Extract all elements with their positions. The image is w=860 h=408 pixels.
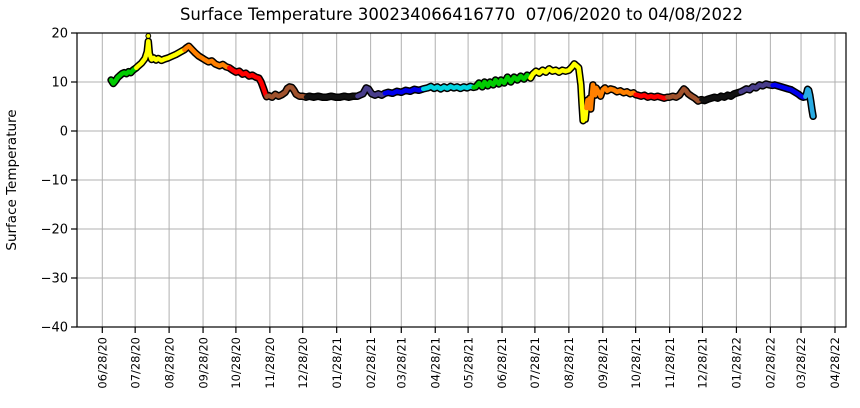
series-segment-feb-2022-purple [738,81,775,95]
x-tick-label: 10/28/20 [229,337,243,389]
x-tick-label: 10/28/21 [629,337,643,389]
x-tick-label: 03/28/21 [394,337,408,389]
y-tick-label: −20 [41,223,68,238]
x-tick-label: 09/28/20 [196,337,210,389]
series-outline [107,37,817,125]
x-tick-label: 01/28/22 [730,337,744,389]
y-tick-label: 20 [51,27,68,42]
series-segment-apr-2022-cyan [803,87,816,119]
series-segment-jan-2022-black [699,89,744,103]
x-tick-label: 12/28/20 [296,337,310,389]
series-segment-sep-2020-orange [182,43,232,71]
x-tick-label: 02/28/22 [764,337,778,389]
y-tick-label: 0 [60,125,68,140]
x-tick-label: 04/28/21 [428,337,442,389]
series-segment-mar-2021-blue [382,86,426,96]
series-segment-nov-2021-red [633,92,670,101]
series-segment-jun-2021-green [471,72,533,90]
x-tick-label: 06/28/21 [495,337,509,389]
x-tick-label: 01/28/21 [330,337,344,389]
x-tick-label: 03/28/22 [794,337,808,389]
x-tick-label: 08/28/20 [162,337,176,389]
x-tick-label: 06/28/20 [96,337,110,389]
x-tick-label: 11/28/20 [263,337,277,389]
x-tick-label: 09/28/21 [596,337,610,389]
y-tick-label: 10 [51,76,68,91]
series-segment-dec-2020-brown [264,84,309,100]
series-segment-jan-2021-black [303,93,360,100]
x-tick-label: 02/28/21 [364,337,378,389]
series-segment-aug-2020-yellow [134,39,187,71]
x-tick-label: 07/28/20 [128,337,142,389]
x-tick-label: 08/28/21 [562,337,576,389]
series-segment-oct-2020-red [227,65,269,99]
x-tick-label: 04/28/22 [828,337,842,389]
series-segment-sep-2021-orange [584,82,638,112]
x-tick-label: 12/28/21 [696,337,710,389]
chart-title: Surface Temperature 300234066416770 07/0… [179,5,744,24]
y-tick-label: −10 [41,174,68,189]
outlier-point [145,33,152,39]
series-segment-jul-2020-green [108,65,139,86]
y-tick-label: −40 [41,321,68,336]
y-tick-label: −30 [41,272,68,287]
series-segment-aug-2021-yellow [528,61,589,123]
x-tick-label: 11/28/21 [663,337,677,389]
series-segment-mar-2022-blue [770,82,808,100]
series-segment-feb-2021-purple [355,85,388,99]
series-segment-dec-2021-brown [665,86,704,104]
series-segment-apr-may-2021-cyan [420,84,476,92]
x-tick-label: 05/28/21 [461,337,475,389]
x-tick-label: 07/28/21 [528,337,542,389]
